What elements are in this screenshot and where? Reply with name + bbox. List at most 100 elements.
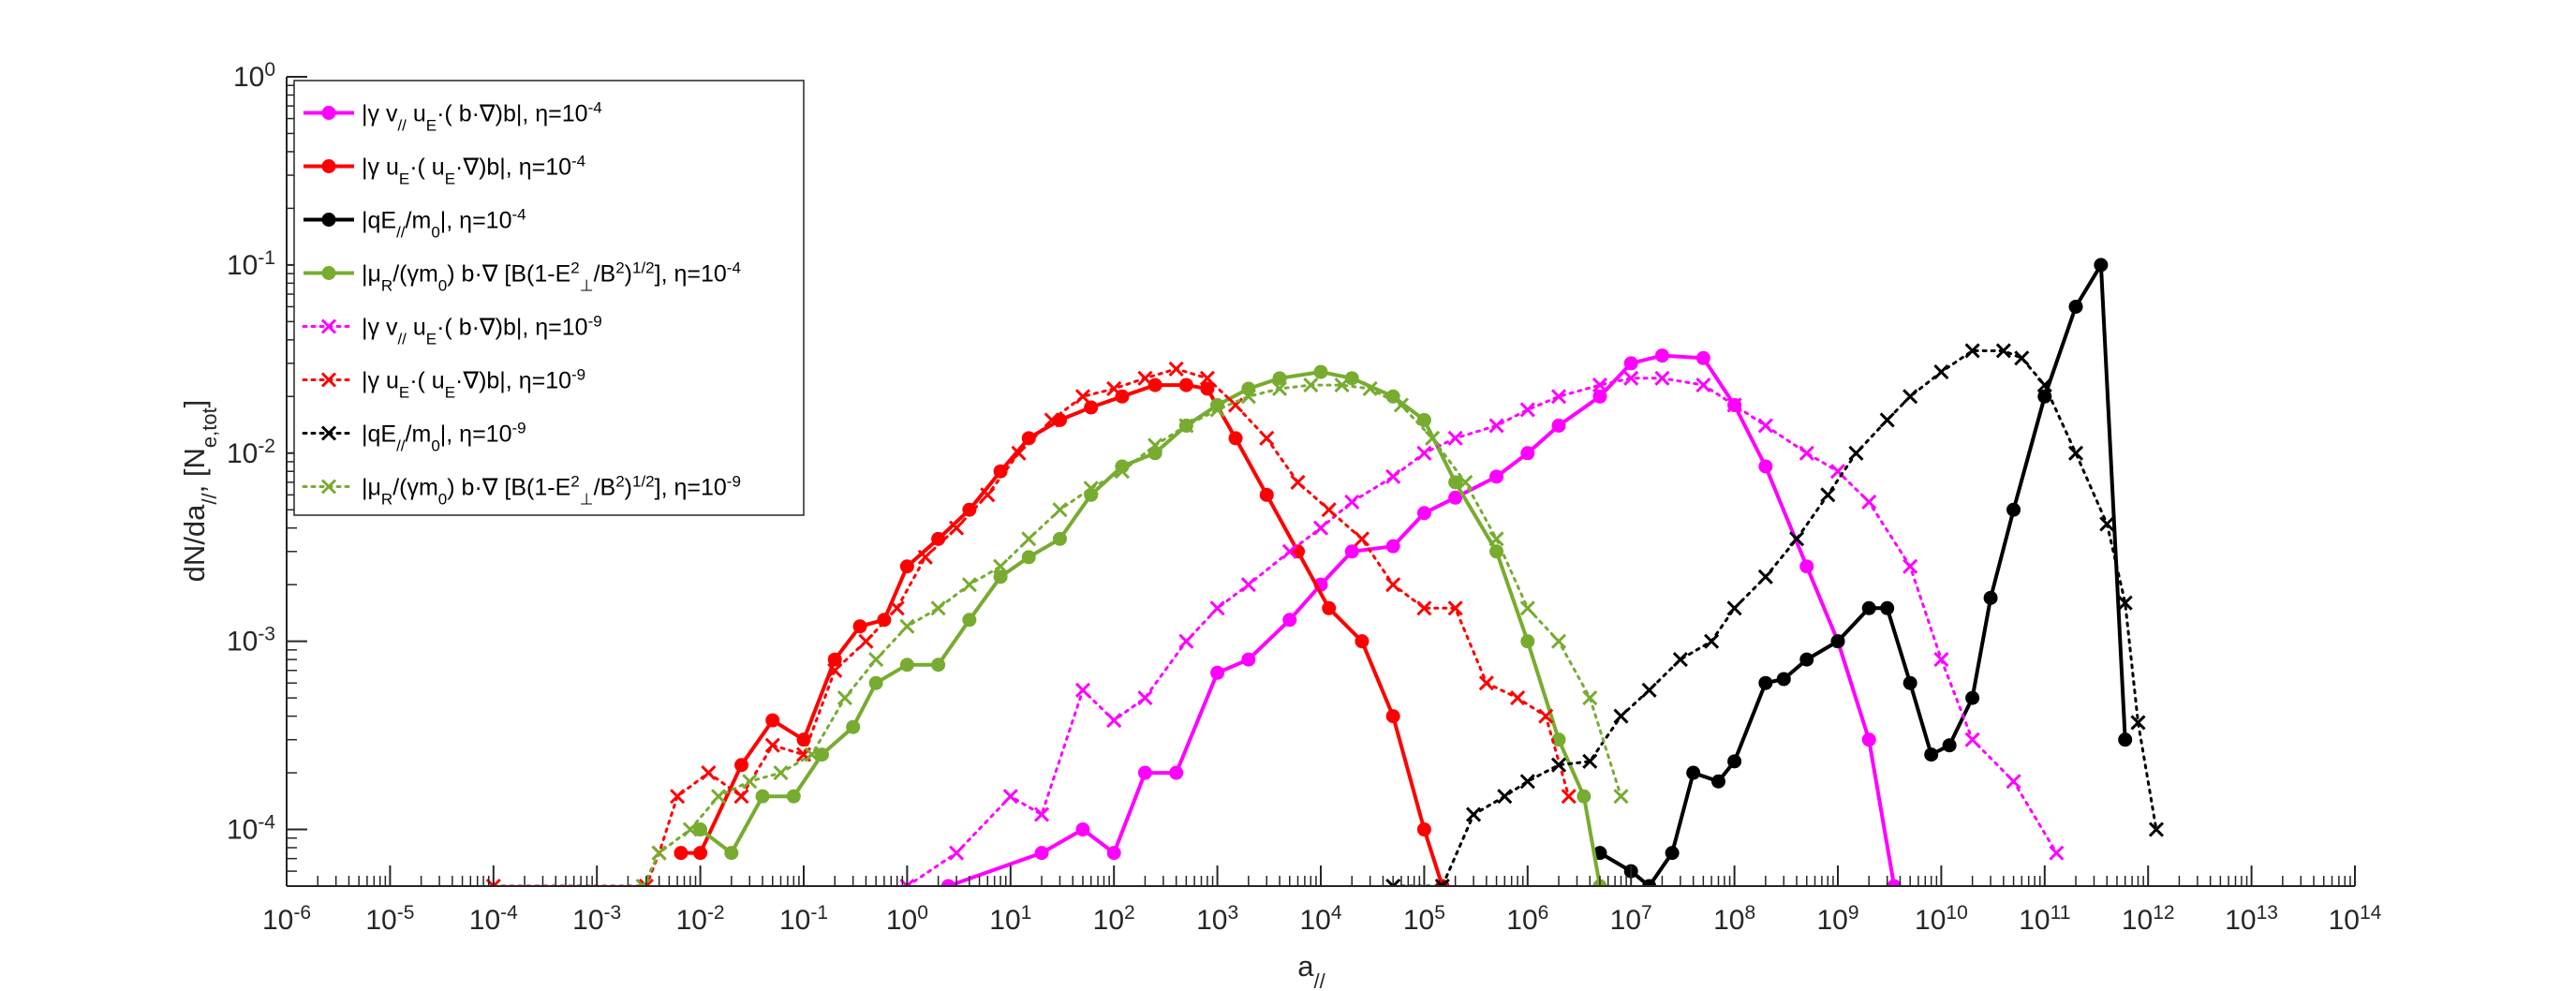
data-point — [1321, 502, 1337, 518]
data-point — [1820, 487, 1836, 503]
data-point — [1758, 675, 1773, 690]
data-point — [1879, 412, 1895, 428]
legend-item: |γ uE·( uE·∇)b|, η=10-4 — [303, 152, 585, 187]
data-point — [1848, 445, 1864, 461]
x-tick-label: 105 — [1403, 902, 1445, 937]
data-point — [1416, 412, 1431, 427]
data-point — [1385, 878, 1401, 886]
x-axis-label: a// — [1297, 950, 1325, 991]
data-point — [1488, 531, 1504, 547]
data-point — [1550, 757, 1567, 773]
data-point — [693, 822, 708, 837]
data-point — [2014, 350, 2030, 366]
legend-label: |γ uE·( uE·∇)b|, η=10-4 — [362, 152, 585, 187]
y-tick-label: 10-4 — [227, 811, 275, 846]
x-tick-label: 102 — [1093, 902, 1135, 937]
data-point — [1393, 397, 1409, 413]
legend-marker — [321, 106, 336, 120]
data-point — [1385, 709, 1400, 724]
data-point — [1354, 531, 1369, 547]
legend-marker — [320, 372, 337, 388]
x-tick-label: 10-4 — [469, 902, 518, 937]
data-point — [1538, 708, 1554, 724]
data-point — [1582, 753, 1598, 769]
data-point — [1385, 577, 1401, 593]
data-point — [1965, 690, 1980, 705]
data-point — [1199, 370, 1215, 386]
data-point — [1519, 402, 1535, 418]
x-tick-label: 104 — [1299, 902, 1341, 937]
data-point — [1623, 356, 1638, 371]
data-point — [1344, 494, 1360, 510]
data-point — [1209, 402, 1225, 418]
data-point — [1168, 361, 1184, 377]
data-point — [1642, 879, 1657, 886]
legend-marker — [320, 479, 337, 495]
data-point — [693, 846, 708, 861]
legend-item: |μR/(γm0) b·∇ [B(1-E2⊥/B2)1/2], η=10-9 — [302, 472, 741, 508]
data-point — [1489, 469, 1504, 484]
series-3 — [693, 364, 1607, 886]
data-point — [1241, 381, 1256, 396]
x-tick-label: 10-2 — [676, 902, 725, 937]
data-point — [949, 845, 965, 861]
data-point — [962, 502, 977, 517]
data-point — [2118, 732, 2133, 747]
data-point — [1577, 789, 1591, 804]
data-point — [1448, 475, 1463, 490]
data-point — [1416, 822, 1431, 837]
legend-label: |γ v// uE·( b·∇)b|, η=10-4 — [362, 98, 602, 134]
data-point — [635, 878, 651, 886]
data-point — [1083, 481, 1099, 496]
data-point — [1641, 682, 1657, 698]
data-point — [1241, 652, 1256, 667]
legend-box — [293, 80, 805, 516]
data-point — [1447, 430, 1463, 446]
data-point — [1147, 377, 1162, 392]
legend-label: |μR/(γm0) b·∇ [B(1-E2⊥/B2)1/2], η=10-9 — [362, 472, 741, 508]
data-point — [1726, 600, 1742, 616]
data-point — [1686, 765, 1701, 780]
legend-label: |γ v// uE·( b·∇)b|, η=10-9 — [362, 312, 602, 348]
data-point — [1942, 738, 1957, 753]
data-point — [1434, 878, 1450, 886]
data-point — [1334, 377, 1350, 393]
data-point — [1313, 364, 1328, 379]
data-point — [764, 737, 780, 753]
data-point — [930, 600, 946, 616]
data-point — [733, 789, 749, 805]
data-point — [1355, 634, 1369, 649]
data-point — [1902, 558, 1918, 574]
data-point — [1591, 377, 1608, 393]
data-point — [1344, 371, 1359, 386]
data-point — [2068, 299, 2083, 314]
data-point — [962, 613, 977, 628]
data-point — [804, 747, 820, 762]
data-point — [1344, 544, 1359, 559]
data-point — [1002, 789, 1018, 805]
x-tick-label: 10-1 — [779, 902, 828, 937]
data-point — [1665, 846, 1680, 861]
data-point — [1933, 652, 1949, 668]
data-point — [786, 789, 801, 804]
x-tick-label: 1013 — [2225, 902, 2278, 937]
data-point — [1799, 445, 1814, 461]
data-point — [899, 559, 914, 574]
data-point — [1074, 389, 1091, 405]
data-point — [1695, 377, 1711, 393]
legend: |γ v// uE·( b·∇)b|, η=10-4 |γ uE·( uE·∇)b… — [293, 80, 805, 516]
x-tick-label: 106 — [1506, 902, 1548, 937]
data-point — [1799, 559, 1814, 574]
x-tick-label: 10-6 — [262, 902, 311, 937]
data-point — [1519, 774, 1535, 790]
data-point — [1137, 370, 1153, 386]
x-tick-label: 1014 — [2329, 902, 2382, 937]
legend-label: |μR/(γm0) b·∇ [B(1-E2⊥/B2)1/2], η=10-4 — [362, 259, 741, 294]
data-point — [899, 658, 914, 673]
series-6 — [1385, 343, 2165, 886]
x-tick-label: 107 — [1610, 902, 1652, 937]
data-point — [1210, 665, 1225, 680]
data-point — [1613, 789, 1629, 805]
data-point — [1830, 634, 1845, 649]
data-point — [1034, 846, 1049, 861]
